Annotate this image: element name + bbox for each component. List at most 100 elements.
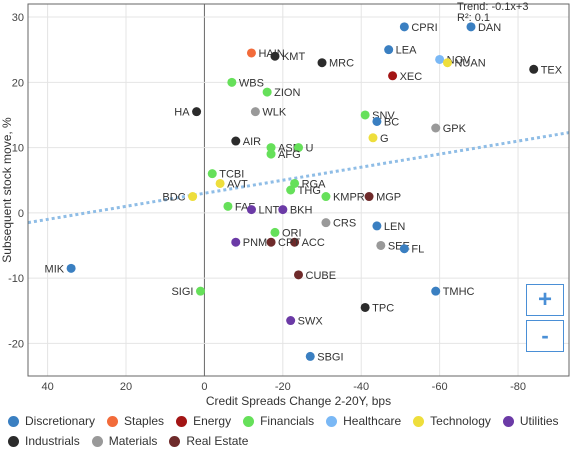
data-point-acc[interactable] [290,237,300,247]
data-point-mik[interactable] [66,263,76,273]
data-point-u[interactable] [294,143,303,153]
legend-label: Staples [124,414,165,428]
data-label-mrc: MRC [329,58,354,70]
data-point-asb[interactable] [266,143,276,153]
data-point-nov[interactable] [435,54,445,64]
data-point-xec[interactable] [388,71,398,81]
data-point-afg[interactable] [266,149,276,159]
data-point-fl[interactable] [399,244,409,254]
legend-row: Industrials Materials Real Estate [8,431,568,451]
legend-label: Healthcare [343,414,402,428]
data-point-thg[interactable] [286,185,296,195]
data-point-cpt[interactable] [266,237,276,247]
data-point-dan[interactable] [466,22,476,32]
data-point-mrc[interactable] [317,58,327,68]
data-point-zion[interactable] [262,87,272,97]
legend-dot-icon [107,415,119,427]
legend-item-energy[interactable]: Energy [176,414,231,428]
data-point-pnm[interactable] [231,237,241,247]
data-point-air[interactable] [231,136,241,146]
data-label-tex: TEX [541,64,563,76]
data-point-see[interactable] [376,240,386,250]
data-point-kmt[interactable] [270,51,280,61]
data-label-cpt: CPT [278,237,300,249]
data-point-sigi[interactable] [195,286,205,296]
data-point-bkh[interactable] [278,205,288,215]
data-point-kmpr[interactable] [321,192,331,202]
data-label-sbgi: SBGI [317,351,343,363]
data-point-tex[interactable] [529,64,539,74]
data-label-swx: SWX [298,316,324,328]
data-label-len: LEN [384,221,405,233]
data-point-hain[interactable] [246,48,256,58]
data-label-wbs: WBS [239,77,264,89]
trend-equation: Trend: -0.1x+3 [457,1,529,13]
legend-label: Technology [430,414,491,428]
data-point-ha[interactable] [192,107,202,117]
legend-item-industrials[interactable]: Industrials [8,434,80,448]
data-label-avt: AVT [227,178,248,190]
data-point-tmhc[interactable] [431,286,441,296]
data-point-tpc[interactable] [360,302,370,312]
data-point-avt[interactable] [215,178,225,188]
data-point-mgp[interactable] [364,192,374,202]
data-point-swx[interactable] [286,316,296,326]
data-label-air: AIR [243,136,261,148]
legend-item-healthcare[interactable]: Healthcare [326,414,401,428]
legend-label: Energy [193,414,232,428]
data-point-crs[interactable] [321,218,331,228]
legend-item-real-estate[interactable]: Real Estate [169,434,248,448]
data-label-crs: CRS [333,218,356,230]
data-label-fl: FL [411,244,424,256]
trend-line [27,131,570,225]
data-point-faf[interactable] [223,201,233,211]
legend-label: Utilities [519,414,559,428]
legend-item-technology[interactable]: Technology [413,414,491,428]
data-point-tcbi[interactable] [207,169,217,179]
data-point-gpk[interactable] [431,123,441,133]
data-label-tmhc: TMHC [443,286,475,298]
data-label-ha: HA [174,107,190,119]
data-point-bdc[interactable] [188,192,198,202]
data-label-acc: ACC [302,237,325,249]
zoom-out-button[interactable]: - [526,320,564,352]
data-point-len[interactable] [372,221,382,231]
legend-item-financials[interactable]: Financials [243,414,314,428]
y-axis-label: Subsequent stock move, % [0,117,14,263]
data-label-g: G [380,133,389,145]
legend: Discretionary Staples Energy Financials Heal… [8,411,568,451]
zoom-in-button[interactable]: + [526,284,564,316]
data-point-ori[interactable] [270,227,280,237]
legend-row: Discretionary Staples Energy Financials Heal… [8,411,568,431]
data-point-lnt[interactable] [246,205,256,215]
legend-item-utilities[interactable]: Utilities [502,414,559,428]
legend-dot-icon [413,415,425,427]
data-point-cpri[interactable] [399,22,409,32]
y-tick-label: 30 [12,12,24,24]
data-point-sbgi[interactable] [305,351,315,361]
x-tick-label: -20 [275,381,291,393]
legend-item-materials[interactable]: Materials [91,434,157,448]
data-point-wlk[interactable] [250,107,260,117]
legend-item-discretionary[interactable]: Discretionary [8,414,95,428]
data-point-snv[interactable] [360,110,370,120]
legend-label: Real Estate [186,434,249,448]
y-tick-label: 0 [18,208,24,220]
data-point-cube[interactable] [294,270,303,280]
data-point-lea[interactable] [384,45,394,55]
data-label-pnm: PNM [243,237,267,249]
data-label-afg: AFG [278,149,301,161]
data-label-mgp: MGP [376,192,401,204]
data-point-wbs[interactable] [227,77,237,87]
data-points: CPRIDANHAINKMTMRCLEANOVNUANTEXXECWBSZION… [45,22,563,364]
data-point-nuan[interactable] [442,58,452,68]
data-label-mik: MIK [45,263,65,275]
data-point-bc[interactable] [372,116,382,126]
data-label-gpk: GPK [443,123,467,135]
legend-label: Industrials [25,434,80,448]
data-point-g[interactable] [368,133,378,143]
data-label-rga: RGA [302,178,327,190]
data-point-rga[interactable] [290,178,300,188]
legend-item-staples[interactable]: Staples [107,414,164,428]
